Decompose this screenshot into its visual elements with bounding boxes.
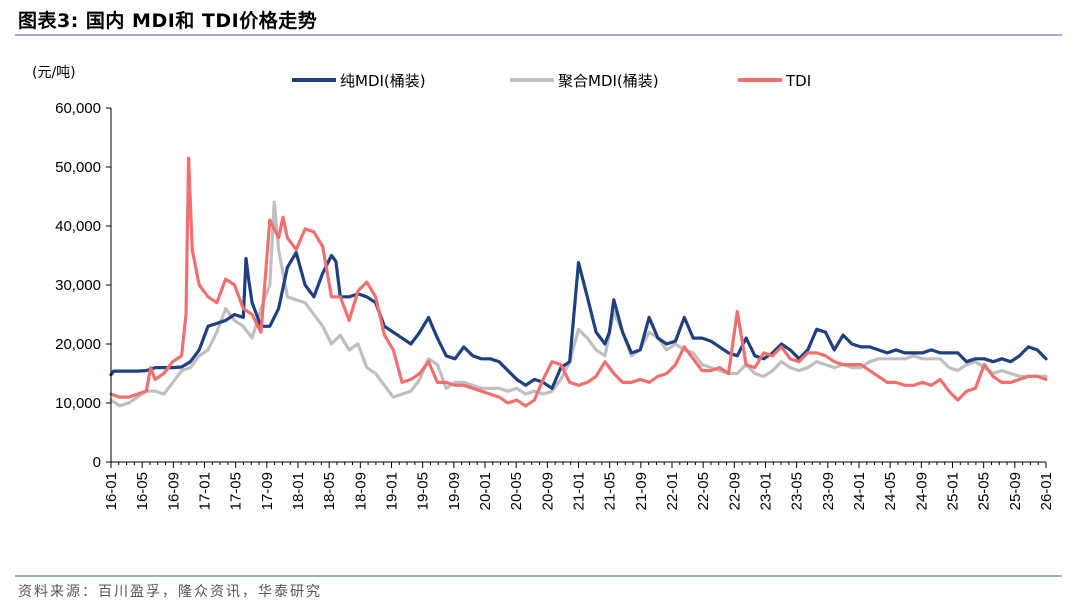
source-note: 资料来源：百川盈孚，隆众资讯，华泰研究 (18, 584, 322, 600)
x-tick-label: 19-09 (446, 472, 463, 510)
legend-label-1: 聚合MDI(桶装) (558, 72, 659, 90)
top-divider (15, 34, 1062, 36)
x-tick-label: 22-09 (726, 472, 743, 510)
x-tick-label: 17-05 (228, 472, 245, 510)
x-tick-label: 25-01 (945, 472, 962, 510)
legend-label-0: 纯MDI(桶装) (340, 72, 426, 90)
x-tick-label: 19-01 (384, 472, 401, 510)
x-tick-label: 18-09 (352, 472, 369, 510)
x-tick-label: 21-09 (633, 472, 650, 510)
x-tick-label: 26-01 (1038, 472, 1055, 510)
y-tick-label: 40,000 (55, 218, 101, 235)
y-tick-label: 60,000 (55, 100, 101, 117)
series-line-1 (109, 200, 1048, 408)
x-tick-label: 25-05 (976, 472, 993, 510)
x-tick-label: 16-05 (134, 472, 151, 510)
x-tick-label: 18-05 (321, 472, 338, 510)
x-tick-label: 24-09 (913, 472, 930, 510)
y-tick-label: 30,000 (55, 277, 101, 294)
y-tick-label: 0 (93, 454, 101, 471)
series-layer (109, 156, 1048, 408)
x-tick-label: 25-09 (1007, 472, 1024, 510)
x-tick-label: 18-01 (290, 472, 307, 510)
x-tick-label: 24-01 (851, 472, 868, 510)
x-tick-label: 20-01 (477, 472, 494, 510)
y-tick-label: 50,000 (55, 159, 101, 176)
x-tick-label: 21-01 (571, 472, 588, 510)
x-tick-label: 22-01 (664, 472, 681, 510)
x-tick-label: 22-05 (695, 472, 712, 510)
bottom-divider (15, 575, 1062, 577)
legend-label-2: TDI (785, 72, 811, 90)
x-tick-label: 21-05 (602, 472, 619, 510)
chart-legend: 纯MDI(桶装) 聚合MDI(桶装) TDI (292, 72, 811, 90)
x-tick-label: 16-09 (165, 472, 182, 510)
x-tick-label: 24-05 (882, 472, 899, 510)
series-line-0 (109, 251, 1048, 390)
figure-title: 图表3: 国内 MDI和 TDI价格走势 (18, 10, 318, 32)
series-line-2 (109, 156, 1048, 408)
x-tick-label: 23-05 (789, 472, 806, 510)
x-tick-label: 19-05 (415, 472, 432, 510)
y-axis-unit-label: (元/吨) (32, 65, 76, 81)
x-tick-label: 20-09 (539, 472, 556, 510)
x-tick-label: 17-09 (259, 472, 276, 510)
x-tick-label: 23-01 (758, 472, 775, 510)
x-tick-label: 17-01 (197, 472, 214, 510)
y-tick-label: 20,000 (55, 336, 101, 353)
axes-layer: 0 10,000 20,000 30,000 40,000 50,000 60,000 16-… (55, 100, 1055, 510)
x-tick-label: 20-05 (508, 472, 525, 510)
x-tick-label: 16-01 (103, 472, 120, 510)
x-tick-label: 23-09 (820, 472, 837, 510)
y-tick-label: 10,000 (55, 395, 101, 412)
